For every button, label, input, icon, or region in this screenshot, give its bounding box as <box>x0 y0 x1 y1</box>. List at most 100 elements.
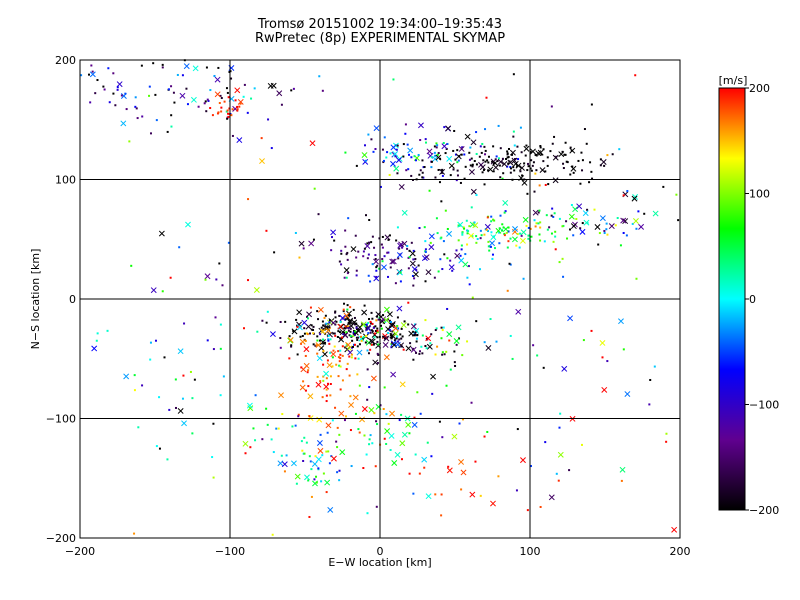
data-point-dot <box>603 232 606 235</box>
data-point-dot <box>552 215 555 218</box>
data-point-cross <box>567 315 574 322</box>
data-point-dot <box>357 250 360 253</box>
data-point-cross <box>392 330 399 337</box>
data-point-dot <box>537 211 540 214</box>
data-point-dot <box>339 353 342 356</box>
data-point-dot <box>344 229 347 232</box>
data-point-dot <box>493 219 496 222</box>
data-point-cross <box>535 150 542 157</box>
data-point-dot <box>294 231 297 234</box>
data-point-dot <box>442 326 445 329</box>
data-point-dot <box>338 433 341 436</box>
data-point-dot <box>242 95 245 98</box>
data-point-dot <box>445 384 448 387</box>
data-point-dot <box>501 177 504 180</box>
data-point-dot <box>434 493 437 496</box>
data-point-dot <box>528 234 531 237</box>
data-point-dot <box>449 368 452 371</box>
data-point-dot <box>635 227 638 230</box>
data-point-dot <box>452 149 455 152</box>
data-point-dot <box>519 126 522 129</box>
data-point-dot <box>483 145 486 148</box>
data-point-dot <box>590 170 593 173</box>
data-point-cross <box>502 199 509 206</box>
data-point-dot <box>348 334 351 337</box>
data-point-dot <box>328 321 331 324</box>
data-point-dot <box>390 343 393 346</box>
data-point-dot <box>368 438 371 441</box>
data-point-dot <box>340 263 343 266</box>
data-point-dot <box>418 226 421 229</box>
data-point-dot <box>490 220 493 223</box>
data-point-dot <box>395 148 398 151</box>
data-point-dot <box>361 338 364 341</box>
data-point-dot <box>486 216 489 219</box>
data-point-dot <box>399 271 402 274</box>
data-point-dot <box>204 100 207 103</box>
data-point-dot <box>303 332 306 335</box>
data-point-dot <box>519 170 522 173</box>
data-point-dot <box>458 422 461 425</box>
data-point-dot <box>333 332 336 335</box>
data-point-dot <box>400 458 403 461</box>
data-point-cross <box>383 335 390 342</box>
data-point-dot <box>366 398 369 401</box>
data-point-dot <box>506 150 509 153</box>
data-point-dot <box>219 347 222 350</box>
data-point-dot <box>295 318 298 321</box>
data-point-dot <box>322 363 325 366</box>
data-point-dot <box>475 241 478 244</box>
data-point-dot <box>212 348 215 351</box>
data-point-dot <box>331 356 334 359</box>
data-point-dot <box>334 406 337 409</box>
data-point-dot <box>327 334 330 337</box>
data-point-dot <box>154 339 157 342</box>
data-point-dot <box>329 382 332 385</box>
data-point-dot <box>464 253 467 256</box>
data-point-dot <box>383 437 386 440</box>
data-point-dot <box>515 489 518 492</box>
data-point-dot <box>399 333 402 336</box>
data-point-dot <box>357 336 360 339</box>
data-point-dot <box>579 227 582 230</box>
data-point-cross <box>390 258 397 265</box>
data-point-dot <box>598 232 601 235</box>
data-point-dot <box>558 217 561 220</box>
data-point-cross <box>177 348 184 355</box>
data-point-dot <box>507 240 510 243</box>
data-point-dot <box>473 160 476 163</box>
data-point-dot <box>546 228 549 231</box>
data-point-dot <box>295 482 298 485</box>
y-tick-label: −200 <box>46 532 76 545</box>
data-point-dot <box>234 99 237 102</box>
data-point-dot <box>167 88 170 91</box>
data-point-cross <box>515 162 522 169</box>
data-point-cross <box>411 266 418 273</box>
data-point-dot <box>226 117 229 120</box>
data-point-dot <box>306 315 309 318</box>
data-point-dot <box>329 375 332 378</box>
data-point-dot <box>371 317 374 320</box>
data-point-dot <box>375 505 378 508</box>
data-point-cross <box>633 218 639 224</box>
data-point-dot <box>206 339 209 342</box>
data-point-dot <box>367 133 370 136</box>
data-point-dot <box>521 174 524 177</box>
data-point-dot <box>327 450 330 453</box>
data-point-dot <box>478 268 481 271</box>
data-point-dot <box>317 467 320 470</box>
data-point-dot <box>581 169 584 172</box>
data-point-cross <box>448 162 455 169</box>
data-point-dot <box>455 343 458 346</box>
data-point-dot <box>149 341 152 344</box>
data-point-cross <box>529 148 536 155</box>
data-point-dot <box>475 163 478 166</box>
data-point-dot <box>321 320 324 323</box>
data-point-dot <box>94 92 97 95</box>
data-point-dot <box>378 316 381 319</box>
data-point-dot <box>538 184 541 187</box>
data-point-dot <box>603 164 606 167</box>
data-point-cross <box>337 323 344 330</box>
data-point-dot <box>407 256 410 259</box>
data-point-cross <box>428 233 435 240</box>
